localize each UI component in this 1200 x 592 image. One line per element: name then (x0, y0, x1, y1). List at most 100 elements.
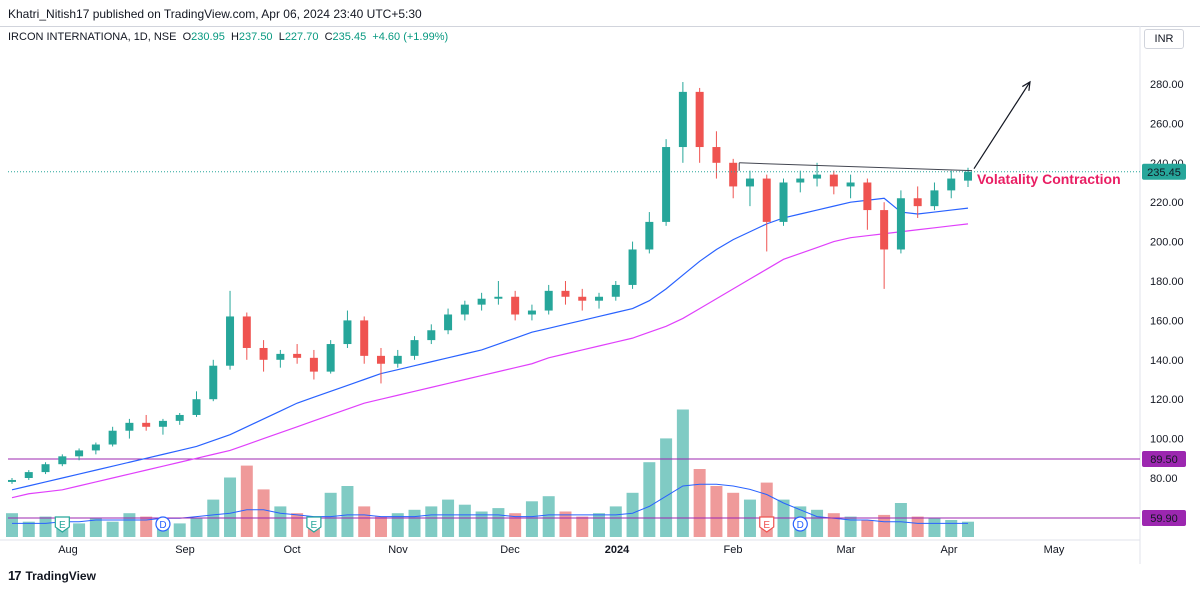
chart-frame (0, 26, 1200, 564)
candle-body (460, 304, 469, 315)
event-marker-dividend: D (792, 516, 808, 532)
candle-body (846, 182, 855, 187)
candle-body (427, 330, 436, 341)
candle-body (108, 430, 117, 445)
breakout-arrow-head (1022, 80, 1031, 91)
candle-body (75, 450, 84, 457)
candle-body (226, 316, 235, 366)
ma-slow-line (11, 223, 969, 499)
candle-body (695, 91, 704, 148)
candle-body (511, 296, 520, 315)
volume-bar (710, 486, 723, 537)
candle-body (527, 310, 536, 315)
volume-bar (609, 506, 622, 537)
price-tick-label: 200.00 (1150, 237, 1184, 249)
candle-body (578, 296, 587, 301)
candle-body (360, 320, 369, 356)
symbol-label[interactable]: IRCON INTERNATIONA, 1D, NSE (8, 31, 177, 43)
price-level-lower-label: 59.90 (1150, 513, 1178, 525)
event-marker-dividend: D (155, 516, 171, 532)
volume-bar (224, 477, 237, 537)
volume-bar (123, 513, 136, 537)
candle-body (24, 472, 33, 478)
volume-bar (727, 492, 740, 537)
volume-bar (190, 518, 203, 537)
volume-bar (22, 521, 35, 537)
candle-body (91, 444, 100, 451)
time-tick-label: Apr (940, 544, 957, 556)
volume-bar (962, 521, 974, 537)
change-value: +4.60 (+1.99%) (372, 31, 449, 43)
candle-body (678, 91, 687, 148)
publish-line: Khatri_Nitish17 published on TradingView… (8, 7, 422, 21)
dividend-marker-icon (792, 516, 808, 532)
volume-bar (676, 409, 689, 537)
candle-body (326, 344, 335, 372)
currency-button[interactable]: INR (1144, 29, 1184, 49)
time-tick-label: Feb (724, 544, 743, 556)
dividend-marker-icon (155, 516, 171, 532)
current-price-badge (1142, 163, 1186, 180)
volume-bar (173, 523, 186, 537)
volume-bar (542, 496, 555, 537)
price-tick-label: 80.00 (1150, 473, 1178, 485)
candle-body (444, 314, 453, 331)
volume-bar (878, 514, 891, 537)
volume-bar (39, 516, 52, 537)
volume-bar (73, 523, 86, 537)
candle-body (947, 178, 956, 191)
volume-bar (425, 506, 438, 537)
volume-bar (140, 516, 153, 537)
price-tick-label: 120.00 (1150, 394, 1184, 406)
candle-body (712, 147, 721, 163)
candle-body (343, 320, 352, 345)
open-value: 230.95 (191, 31, 225, 43)
tradingview-logo-icon: 17 (8, 568, 22, 583)
volume-bar (693, 469, 706, 537)
volume-bar (626, 492, 639, 537)
volume-bar (525, 501, 538, 537)
candle-body (158, 420, 167, 427)
candle-body (729, 162, 738, 187)
candle-body (276, 353, 285, 360)
volume-bar (274, 506, 287, 537)
event-marker-label: E (763, 520, 770, 531)
candle-body (125, 422, 134, 431)
candle-body (259, 347, 268, 360)
time-tick-label: 2024 (605, 544, 630, 556)
tradingview-brand: TradingView (25, 568, 96, 583)
candle-body (376, 355, 385, 364)
time-tick-label: May (1044, 544, 1065, 556)
volume-bar (945, 520, 958, 537)
candle-body (762, 178, 771, 222)
time-tick-label: Sep (175, 544, 195, 556)
open-label: O (182, 31, 192, 43)
volume-bar (291, 513, 304, 537)
volume-bar (643, 462, 656, 537)
candle-body (309, 357, 318, 372)
candle-body (880, 210, 889, 250)
volume-bar (811, 509, 824, 537)
breakout-arrow-line (973, 81, 1031, 170)
candle-body (863, 182, 872, 211)
volume-bar (894, 503, 907, 537)
tradingview-footer: 17 TradingView (8, 568, 96, 583)
candle-body (745, 178, 754, 187)
earnings-marker-icon (54, 516, 70, 533)
event-marker-earnings: E (306, 516, 322, 533)
price-tick-label: 160.00 (1150, 315, 1184, 327)
candle-body (896, 198, 905, 250)
candle-body (628, 249, 637, 285)
volume-bar (6, 513, 18, 537)
price-tick-label: 140.00 (1150, 355, 1184, 367)
volume-bar (911, 516, 924, 537)
candle-body (477, 298, 486, 305)
volume-bar (576, 516, 589, 537)
ohlc-legend: IRCON INTERNATIONA, 1D, NSE O230.95 H237… (8, 31, 448, 43)
volume-bar (458, 504, 471, 537)
ma-fast-line (11, 197, 969, 491)
candle-body (410, 340, 419, 356)
candle-body (595, 296, 604, 301)
candle-body (142, 422, 151, 427)
